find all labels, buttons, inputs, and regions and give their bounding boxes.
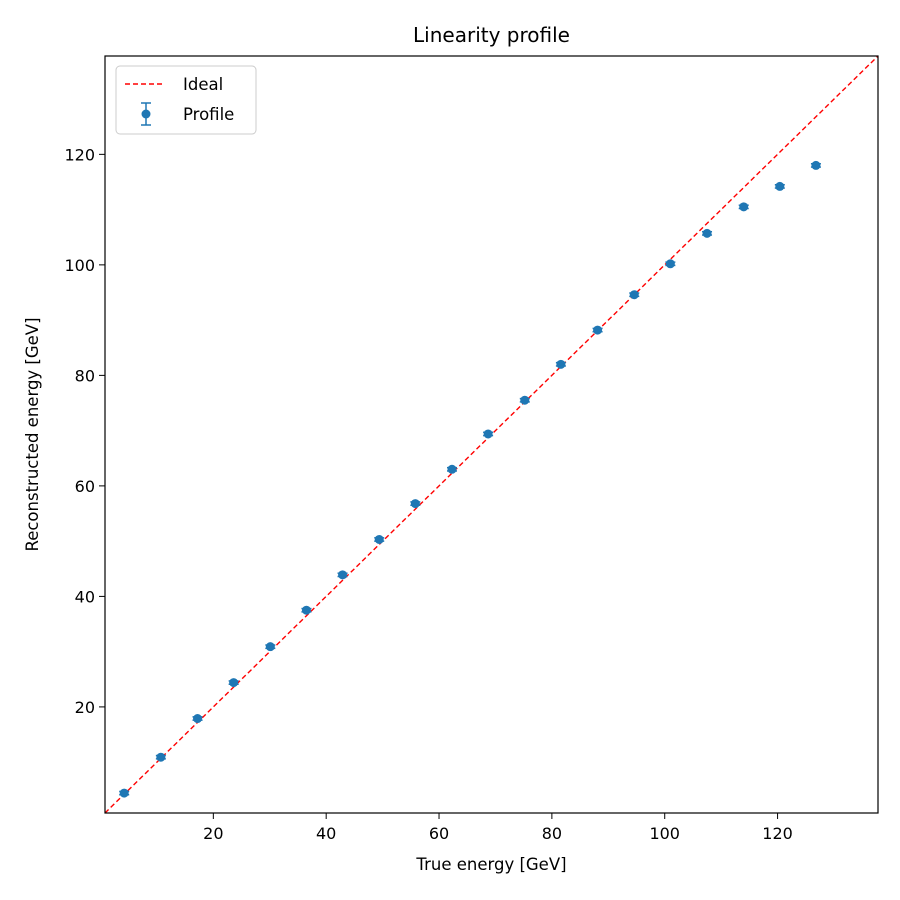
x-tick-label: 100 (649, 824, 680, 843)
profile-point (265, 642, 275, 652)
x-tick-label: 120 (762, 824, 793, 843)
legend-box (115, 65, 257, 135)
profile-point (447, 464, 457, 474)
y-tick-label: 120 (64, 145, 95, 164)
profile-point (775, 181, 785, 191)
x-tick-label: 60 (429, 824, 449, 843)
profile-point (665, 259, 675, 269)
profile-point (374, 534, 384, 544)
profile-point (229, 678, 239, 688)
legend-profile-swatch (141, 102, 151, 126)
profile-point (193, 714, 203, 724)
profile-point (811, 160, 821, 170)
axes-frame (104, 55, 879, 814)
legend-profile-label: Profile (183, 105, 234, 124)
profile-point (410, 499, 420, 509)
chart-title: Linearity profile (413, 23, 570, 47)
legend: Ideal Profile (115, 65, 257, 135)
x-tick-label: 80 (542, 824, 562, 843)
y-tick-label: 20 (75, 698, 95, 717)
y-axis-label: Reconstructed energy [GeV] (23, 317, 42, 551)
y-tick-label: 60 (75, 477, 95, 496)
plot-area (104, 55, 879, 814)
profile-point (556, 359, 566, 369)
legend-ideal-label: Ideal (183, 75, 223, 94)
x-axis-ticks: 20 40 60 80 100 120 (203, 813, 793, 843)
profile-point (739, 202, 749, 212)
y-tick-label: 100 (64, 256, 95, 275)
y-axis-ticks: 20 40 60 80 100 120 (64, 145, 105, 717)
profile-point (338, 570, 348, 580)
y-tick-label: 40 (75, 587, 95, 606)
profile-point (520, 395, 530, 405)
profile-point (119, 788, 129, 798)
profile-point (483, 429, 493, 439)
profile-point (156, 752, 166, 762)
profile-point (593, 325, 603, 335)
profile-point (629, 290, 639, 300)
profile-point (301, 605, 311, 615)
x-axis-label: True energy [GeV] (415, 855, 566, 874)
profile-point (702, 228, 712, 238)
x-tick-label: 20 (203, 824, 223, 843)
x-tick-label: 40 (316, 824, 336, 843)
y-tick-label: 80 (75, 366, 95, 385)
